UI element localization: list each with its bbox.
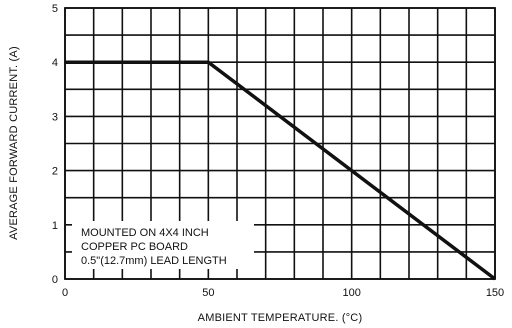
x-axis-title: AMBIENT TEMPERATURE. (°C) [198,312,363,324]
x-tick-label: 50 [202,287,214,299]
annotation-box: MOUNTED ON 4X4 INCH COPPER PC BOARD 0.5"… [72,221,254,269]
x-tick-label: 100 [342,287,360,299]
x-tick-label: 0 [62,287,68,299]
y-axis-title: AVERAGE FORWARD CURRENT. (A) [8,46,20,240]
annotation-background [72,221,254,269]
annotation-line-1: MOUNTED ON 4X4 INCH [81,227,209,239]
y-tick-label: 0 [52,274,58,286]
y-tick-labels: 0 1 2 3 4 5 [52,3,58,286]
x-tick-label: 150 [486,287,504,299]
y-tick-label: 4 [52,57,58,69]
y-tick-label: 1 [52,220,58,232]
y-tick-label: 3 [52,111,58,123]
derating-curve [65,60,497,281]
y-tick-label: 5 [52,3,58,15]
y-tick-label: 2 [52,166,58,178]
plot-frame [64,7,496,280]
annotation-line-2: COPPER PC BOARD [81,241,188,253]
plot-area [65,60,497,281]
annotation-line-3: 0.5"(12.7mm) LEAD LENGTH [81,255,227,267]
x-tick-labels: 0 50 100 150 [62,287,504,299]
